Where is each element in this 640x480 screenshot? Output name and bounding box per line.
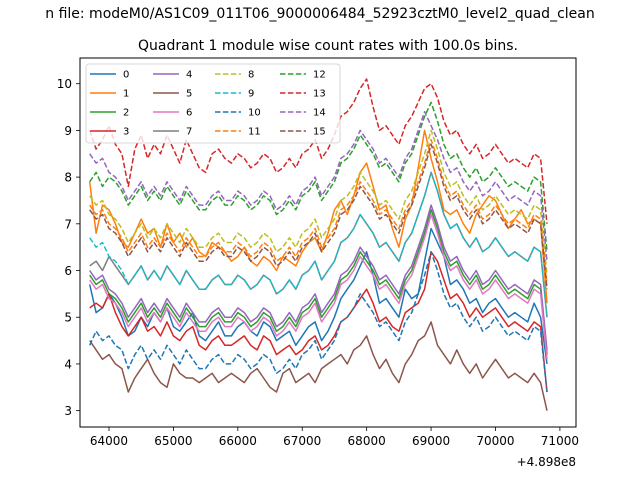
legend-label-7: 7 — [186, 127, 192, 138]
x-tick-label: 64000 — [90, 434, 128, 448]
y-tick-label: 7 — [64, 217, 72, 231]
series-line-10 — [89, 251, 548, 393]
legend-label-14: 14 — [313, 108, 326, 119]
axes-frame — [79, 57, 577, 428]
y-tick-label: 4 — [64, 357, 72, 371]
legend-label-15: 15 — [313, 127, 326, 138]
x-tick-label: 69000 — [412, 434, 450, 448]
legend-label-2: 2 — [123, 108, 129, 119]
legend-label-13: 13 — [313, 89, 326, 100]
x-tick-label: 70000 — [476, 434, 514, 448]
legend-label-9: 9 — [248, 89, 254, 100]
legend-label-8: 8 — [248, 70, 254, 81]
x-axis-offset-label: +4.898e8 — [517, 455, 576, 469]
x-tick-label: 65000 — [154, 434, 192, 448]
x-tick-label: 66000 — [219, 434, 257, 448]
x-axis-ticks: 64000 65000 66000 67000 68000 69000 70000 71000 — [90, 427, 579, 448]
series-line-5 — [89, 321, 548, 411]
x-tick-label: 71000 — [541, 434, 579, 448]
y-tick-label: 10 — [57, 77, 72, 91]
series-line-8 — [89, 129, 548, 276]
legend-box — [85, 63, 341, 144]
series-line-4 — [89, 204, 548, 350]
series-line-2 — [89, 209, 548, 355]
y-tick-label: 9 — [64, 124, 72, 138]
legend-label-3: 3 — [123, 127, 129, 138]
y-axis-ticks: 3 4 5 6 7 8 9 10 — [57, 77, 80, 418]
chart-title: Quadrant 1 module wise count rates with … — [138, 38, 518, 54]
series-line-14 — [89, 110, 548, 262]
legend-label-1: 1 — [123, 89, 129, 100]
legend-label-10: 10 — [248, 108, 261, 119]
legend-label-4: 4 — [186, 70, 192, 81]
y-tick-label: 8 — [64, 171, 72, 185]
figure-suptitle: n file: modeM0/AS1C09_011T06_9000006484_… — [45, 6, 594, 22]
x-tick-label: 67000 — [283, 434, 321, 448]
series-line-6 — [89, 213, 548, 360]
series-line-11 — [89, 138, 548, 285]
legend-label-5: 5 — [186, 89, 192, 100]
legend-label-12: 12 — [313, 70, 326, 81]
series-line-15 — [89, 143, 548, 290]
y-tick-label: 5 — [64, 311, 72, 325]
y-tick-label: 3 — [64, 404, 72, 418]
legend-label-11: 11 — [248, 127, 261, 138]
series-line-3 — [89, 251, 548, 393]
x-tick-label: 68000 — [348, 434, 386, 448]
legend-label-6: 6 — [186, 108, 192, 119]
series-line-1 — [88, 129, 548, 304]
series-line-9 — [89, 171, 548, 318]
y-tick-label: 6 — [64, 264, 72, 278]
legend-label-0: 0 — [123, 70, 129, 81]
series-line-12 — [89, 101, 548, 252]
